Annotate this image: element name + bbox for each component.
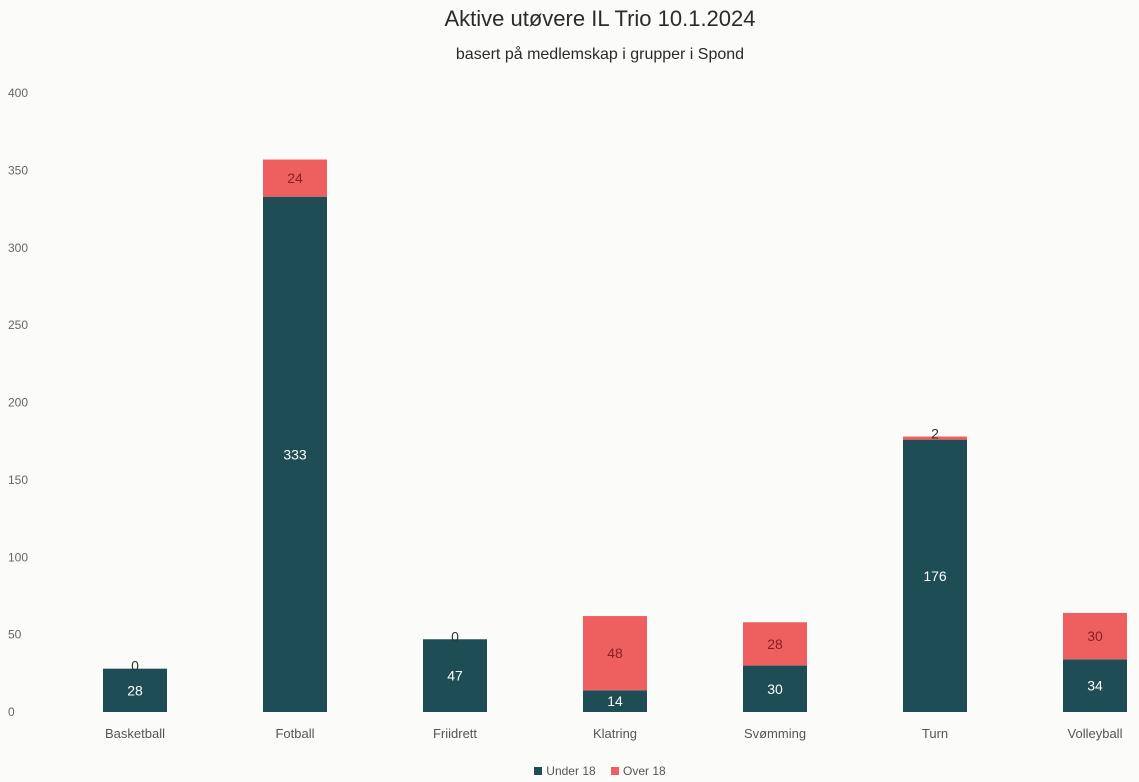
legend-swatch-over-18 [611, 767, 620, 775]
bar-over-18-volleyball [1063, 612, 1127, 660]
bar-under-18-friidrett [423, 639, 487, 712]
bar-over-18-fotball [263, 159, 327, 197]
data-label-under-18-turn: 176 [923, 568, 947, 584]
data-label-under-18-friidrett: 47 [447, 668, 463, 684]
y-tick-label: 300 [8, 241, 28, 255]
x-tick-label: Volleyball [1068, 726, 1123, 741]
x-tick-label: Basketball [105, 726, 165, 741]
data-label-under-18-sv-mming: 30 [767, 681, 783, 697]
bar-under-18-klatring [583, 690, 647, 712]
data-label-over-18-klatring: 48 [607, 645, 623, 661]
y-tick-label: 250 [8, 318, 28, 332]
y-tick-label: 150 [8, 473, 28, 487]
legend-item-over-18: Over 18 [611, 764, 666, 778]
bar-under-18-turn [903, 439, 967, 712]
x-tick-label: Turn [922, 726, 948, 741]
bar-under-18-fotball [263, 196, 327, 712]
data-label-over-18-sv-mming: 28 [767, 636, 783, 652]
bar-over-18-klatring [583, 616, 647, 691]
x-tick-label: Klatring [593, 726, 637, 741]
legend-item-under-18: Under 18 [534, 764, 596, 778]
data-label-over-18-basketball: 0 [131, 658, 139, 674]
data-label-under-18-klatring: 14 [607, 693, 623, 709]
x-tick-label: Friidrett [433, 726, 477, 741]
bar-over-18-turn [903, 436, 967, 440]
data-label-over-18-friidrett: 0 [451, 628, 459, 644]
legend-label: Over 18 [623, 764, 666, 778]
legend: Under 18 Over 18 [0, 764, 1139, 778]
y-tick-label: 350 [8, 163, 28, 177]
data-label-under-18-volleyball: 34 [1087, 678, 1103, 694]
data-label-over-18-turn: 2 [931, 426, 939, 442]
x-tick-label: Fotball [275, 726, 314, 741]
data-label-over-18-volleyball: 30 [1087, 628, 1103, 644]
y-tick-label: 100 [8, 550, 28, 564]
plot-area: 050100150200250300350400280Basketball333… [8, 86, 1127, 741]
y-tick-label: 200 [8, 396, 28, 410]
y-tick-label: 50 [8, 628, 22, 642]
data-label-over-18-fotball: 24 [287, 170, 303, 186]
y-tick-label: 0 [8, 705, 15, 719]
y-tick-label: 400 [8, 86, 28, 100]
bar-under-18-basketball [103, 668, 167, 712]
x-tick-label: Svømming [744, 726, 806, 741]
bar-under-18-volleyball [1063, 659, 1127, 712]
bar-under-18-sv-mming [743, 665, 807, 712]
legend-label: Under 18 [546, 764, 596, 778]
chart-title: Aktive utøvere IL Trio 10.1.2024 [444, 6, 756, 31]
legend-swatch-under-18 [534, 767, 543, 775]
data-label-under-18-basketball: 28 [127, 682, 143, 698]
bar-over-18-sv-mming [743, 622, 807, 666]
chart-subtitle: basert på medlemskap i grupper i Spond [455, 46, 745, 63]
data-label-under-18-fotball: 333 [283, 446, 307, 462]
